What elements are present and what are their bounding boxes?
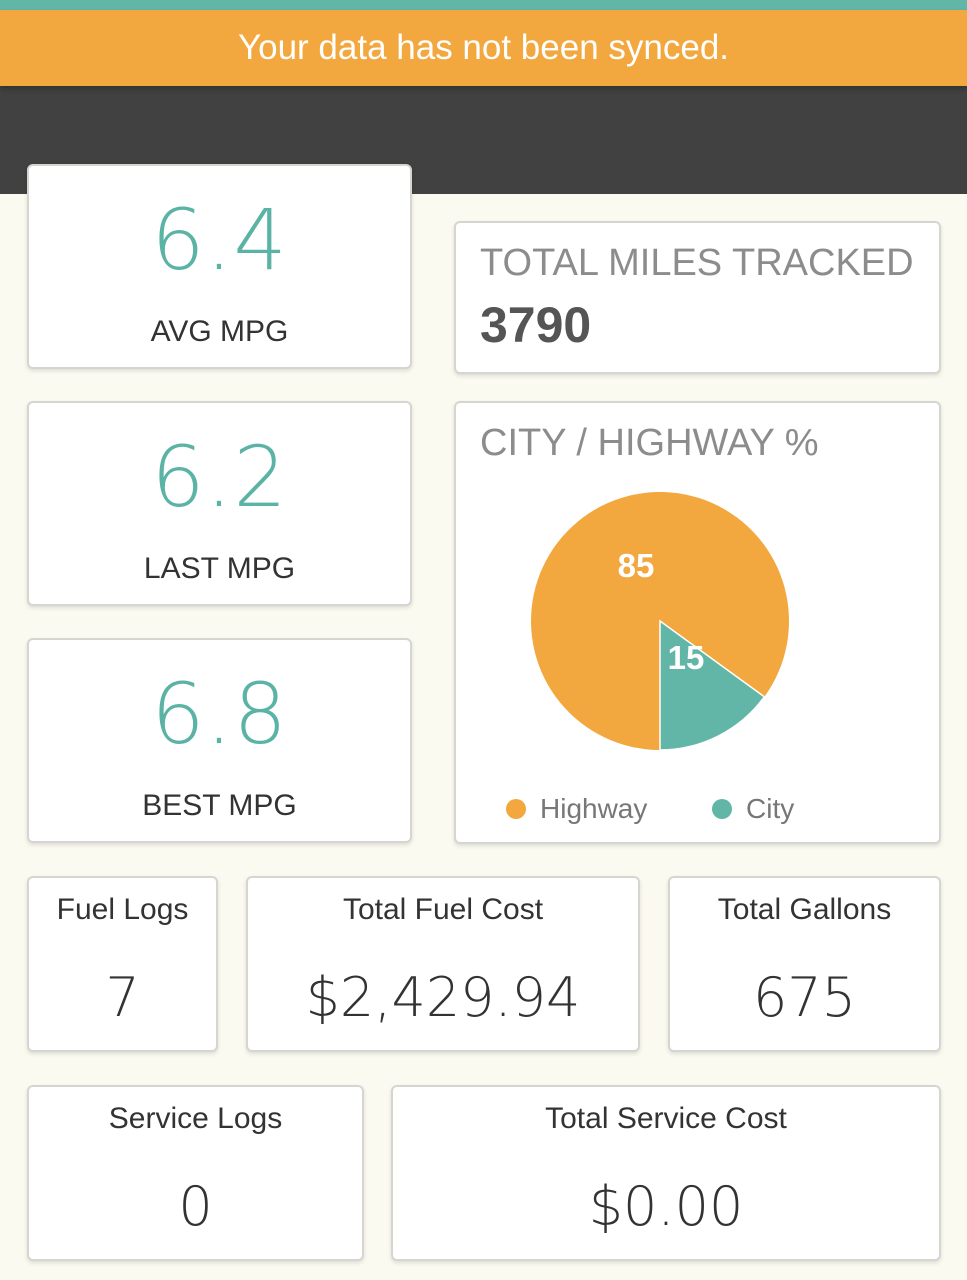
total-gallons-card: Total Gallons 675 — [668, 876, 941, 1052]
total-service-cost-card: Total Service Cost $0.00 — [391, 1085, 941, 1261]
sync-warning-banner[interactable]: Your data has not been synced. — [0, 10, 967, 86]
avg-mpg-value: 6.4 — [151, 191, 288, 289]
pie-legend: Highway City — [456, 791, 939, 831]
avg-mpg-card: 6.4 AVG MPG — [27, 164, 412, 369]
last-mpg-card: 6.2 LAST MPG — [27, 401, 412, 606]
last-mpg-value: 6.2 — [151, 428, 288, 526]
service-logs-label: Service Logs — [108, 1102, 283, 1135]
fuel-logs-value: 7 — [105, 966, 140, 1029]
city-highway-card: CITY / HIGHWAY % 85 15 Highway City — [454, 401, 941, 844]
legend-item-highway: Highway — [506, 791, 647, 827]
top-accent-strip — [0, 0, 967, 10]
pie-slice-city[interactable] — [659, 619, 766, 751]
fuel-logs-card: Fuel Logs 7 — [27, 876, 218, 1052]
total-miles-card: TOTAL MILES TRACKED 3790 — [454, 221, 941, 374]
total-gallons-label: Total Gallons — [717, 893, 892, 926]
fuel-logs-label: Fuel Logs — [56, 893, 189, 926]
legend-label-highway: Highway — [540, 793, 648, 824]
city-highway-title: CITY / HIGHWAY % — [480, 422, 819, 464]
sync-warning-text: Your data has not been synced. — [237, 28, 730, 67]
total-fuel-cost-label: Total Fuel Cost — [342, 893, 544, 926]
service-logs-value: 0 — [178, 1175, 213, 1238]
pie-label-city: 15 — [668, 639, 705, 676]
best-mpg-label: BEST MPG — [142, 789, 297, 822]
total-service-cost-value: $0.00 — [588, 1175, 744, 1238]
total-miles-title: TOTAL MILES TRACKED — [480, 242, 914, 284]
total-fuel-cost-value: $2,429.94 — [305, 966, 581, 1029]
total-service-cost-label: Total Service Cost — [545, 1102, 787, 1135]
avg-mpg-label: AVG MPG — [150, 315, 289, 348]
total-fuel-cost-card: Total Fuel Cost $2,429.94 — [246, 876, 640, 1052]
legend-item-city: City — [712, 791, 794, 827]
last-mpg-label: LAST MPG — [143, 552, 296, 585]
service-logs-card: Service Logs 0 — [27, 1085, 364, 1261]
legend-dot-highway — [506, 799, 526, 819]
legend-label-city: City — [746, 793, 795, 824]
best-mpg-value: 6.8 — [151, 665, 288, 763]
total-gallons-value: 675 — [752, 966, 857, 1029]
legend-dot-city — [712, 799, 732, 819]
city-highway-pie-chart: 85 15 — [531, 492, 789, 751]
best-mpg-card: 6.8 BEST MPG — [27, 638, 412, 843]
pie-label-highway: 85 — [618, 547, 655, 584]
total-miles-value: 3790 — [480, 297, 592, 353]
